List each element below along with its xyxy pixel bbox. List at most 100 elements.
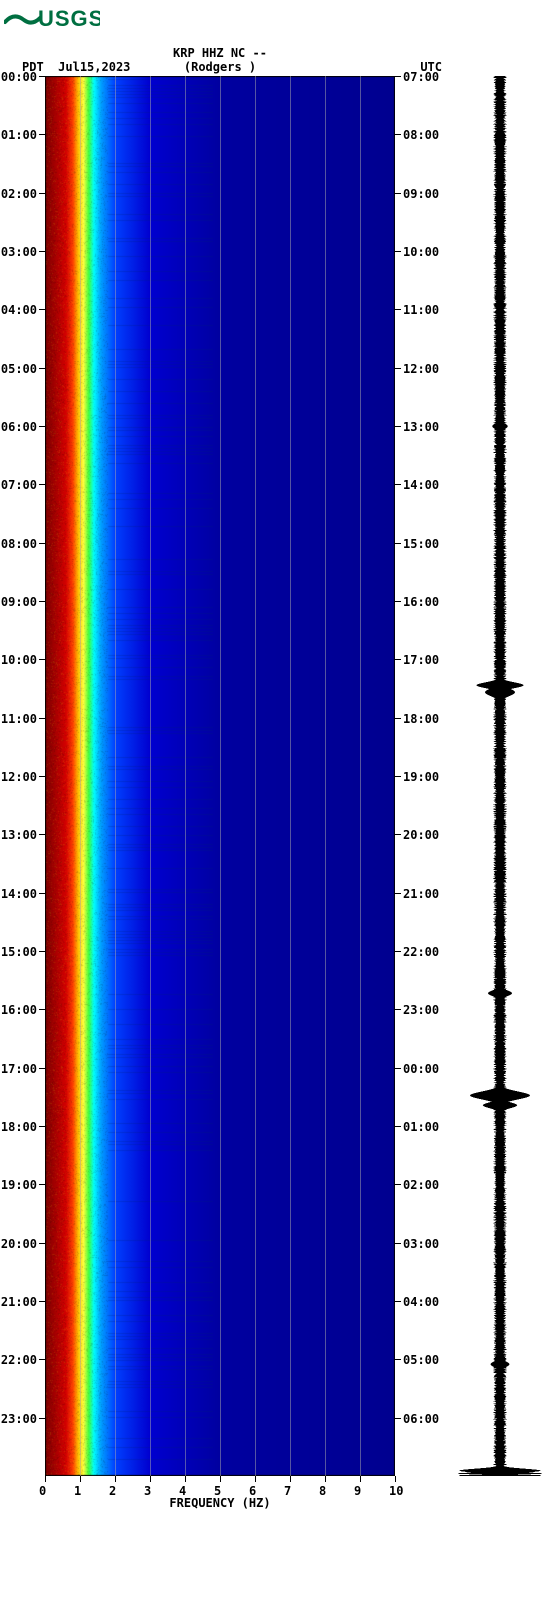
x-tick xyxy=(115,1476,116,1482)
y-tick-label-right: 20:00 xyxy=(403,828,439,842)
y-tick-label-right: 03:00 xyxy=(403,1237,439,1251)
y-tick-label-left: 01:00 xyxy=(1,128,37,142)
y-tick-label-right: 04:00 xyxy=(403,1295,439,1309)
y-tick-right xyxy=(395,1418,401,1419)
y-tick-label-right: 16:00 xyxy=(403,595,439,609)
chart-header: PDT Jul15,2023 KRP HHZ NC -- (Rodgers ) … xyxy=(0,32,552,76)
y-tick-left xyxy=(39,484,45,485)
y-tick-label-left: 12:00 xyxy=(1,770,37,784)
y-tick-label-left: 02:00 xyxy=(1,187,37,201)
y-tick-label-right: 10:00 xyxy=(403,245,439,259)
svg-text:USGS: USGS xyxy=(38,6,100,31)
y-tick-label-right: 06:00 xyxy=(403,1412,439,1426)
y-tick-right xyxy=(395,134,401,135)
y-tick-label-left: 09:00 xyxy=(1,595,37,609)
station-line2: (Rodgers ) xyxy=(0,60,440,74)
y-tick-left xyxy=(39,193,45,194)
y-tick-label-right: 21:00 xyxy=(403,887,439,901)
y-tick-left xyxy=(39,718,45,719)
y-tick-right xyxy=(395,1009,401,1010)
x-tick xyxy=(185,1476,186,1482)
y-tick-left xyxy=(39,1126,45,1127)
gridline xyxy=(360,76,361,1476)
x-axis-label: FREQUENCY (HZ) xyxy=(45,1496,395,1510)
x-tick xyxy=(220,1476,221,1482)
y-tick-left xyxy=(39,1301,45,1302)
y-tick-label-left: 10:00 xyxy=(1,653,37,667)
y-tick-label-right: 07:00 xyxy=(403,70,439,84)
y-tick-label-right: 15:00 xyxy=(403,537,439,551)
y-tick-label-right: 19:00 xyxy=(403,770,439,784)
y-tick-label-right: 08:00 xyxy=(403,128,439,142)
y-tick-left xyxy=(39,834,45,835)
y-tick-right xyxy=(395,834,401,835)
y-tick-right xyxy=(395,368,401,369)
y-tick-label-left: 17:00 xyxy=(1,1062,37,1076)
y-tick-right xyxy=(395,309,401,310)
y-tick-label-right: 18:00 xyxy=(403,712,439,726)
y-tick-left xyxy=(39,776,45,777)
y-tick-right xyxy=(395,1359,401,1360)
y-tick-left xyxy=(39,1068,45,1069)
chart-stage: 012345678910FREQUENCY (HZ)00:0007:0001:0… xyxy=(0,76,552,1526)
y-tick-label-right: 02:00 xyxy=(403,1178,439,1192)
y-tick-right xyxy=(395,1068,401,1069)
y-tick-label-left: 00:00 xyxy=(1,70,37,84)
y-tick-label-right: 12:00 xyxy=(403,362,439,376)
y-tick-left xyxy=(39,1359,45,1360)
y-tick-right xyxy=(395,951,401,952)
y-tick-label-left: 22:00 xyxy=(1,1353,37,1367)
y-tick-label-left: 21:00 xyxy=(1,1295,37,1309)
y-tick-left xyxy=(39,543,45,544)
y-tick-label-right: 13:00 xyxy=(403,420,439,434)
y-tick-left xyxy=(39,1009,45,1010)
y-tick-label-right: 11:00 xyxy=(403,303,439,317)
y-tick-label-right: 17:00 xyxy=(403,653,439,667)
y-tick-right xyxy=(395,251,401,252)
gridline xyxy=(290,76,291,1476)
y-tick-right xyxy=(395,1126,401,1127)
y-tick-label-left: 23:00 xyxy=(1,1412,37,1426)
station-line1: KRP HHZ NC -- xyxy=(0,46,440,60)
x-tick xyxy=(80,1476,81,1482)
y-tick-left xyxy=(39,76,45,77)
y-tick-left xyxy=(39,368,45,369)
x-tick xyxy=(325,1476,326,1482)
y-tick-left xyxy=(39,601,45,602)
y-tick-left xyxy=(39,426,45,427)
y-tick-label-left: 16:00 xyxy=(1,1003,37,1017)
y-tick-left xyxy=(39,893,45,894)
y-tick-right xyxy=(395,1301,401,1302)
y-tick-label-left: 05:00 xyxy=(1,362,37,376)
y-tick-label-left: 07:00 xyxy=(1,478,37,492)
x-tick xyxy=(395,1476,396,1482)
y-tick-label-left: 20:00 xyxy=(1,1237,37,1251)
y-tick-left xyxy=(39,1418,45,1419)
y-tick-label-left: 19:00 xyxy=(1,1178,37,1192)
y-tick-left xyxy=(39,951,45,952)
y-tick-label-right: 14:00 xyxy=(403,478,439,492)
y-tick-label-right: 01:00 xyxy=(403,1120,439,1134)
y-tick-right xyxy=(395,484,401,485)
y-tick-left xyxy=(39,134,45,135)
x-tick xyxy=(290,1476,291,1482)
x-tick xyxy=(360,1476,361,1482)
seismic-trace xyxy=(455,76,545,1476)
y-tick-left xyxy=(39,251,45,252)
gridline xyxy=(325,76,326,1476)
y-tick-right xyxy=(395,601,401,602)
y-tick-label-right: 22:00 xyxy=(403,945,439,959)
y-tick-label-left: 03:00 xyxy=(1,245,37,259)
y-tick-left xyxy=(39,309,45,310)
y-tick-right xyxy=(395,659,401,660)
y-tick-label-left: 13:00 xyxy=(1,828,37,842)
y-tick-left xyxy=(39,1243,45,1244)
y-tick-right xyxy=(395,718,401,719)
usgs-logo: USGS xyxy=(0,0,552,32)
y-tick-label-left: 15:00 xyxy=(1,945,37,959)
y-tick-label-left: 08:00 xyxy=(1,537,37,551)
gridline xyxy=(80,76,81,1476)
y-tick-label-left: 18:00 xyxy=(1,1120,37,1134)
y-tick-right xyxy=(395,76,401,77)
y-tick-right xyxy=(395,543,401,544)
